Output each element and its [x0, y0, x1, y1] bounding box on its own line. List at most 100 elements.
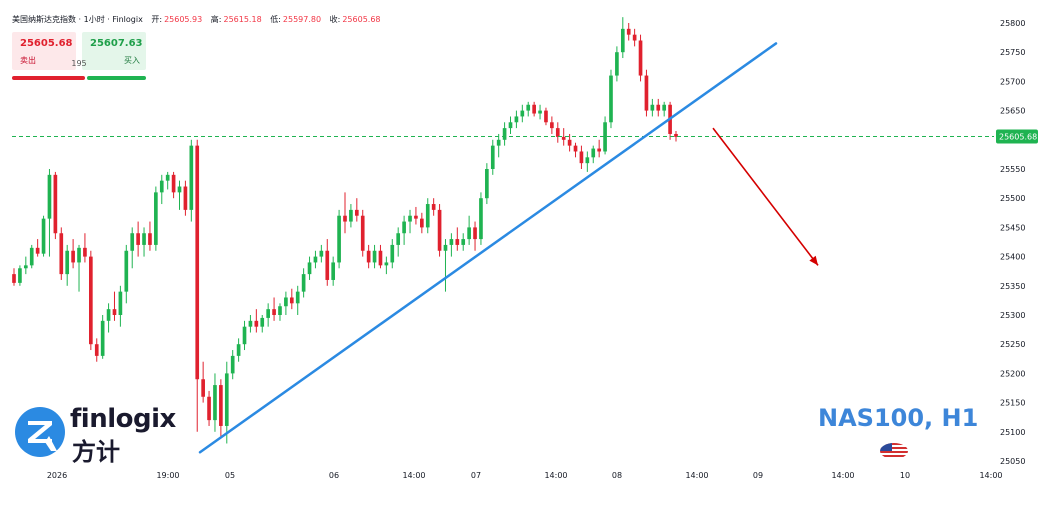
- time-tick-label: 09: [753, 471, 763, 480]
- time-tick-label: 14:00: [685, 471, 708, 480]
- candle-body: [130, 233, 135, 251]
- candle-body: [414, 215, 418, 219]
- candle-body: [360, 215, 365, 251]
- sell-label: 卖出: [20, 56, 36, 65]
- candle-body: [124, 250, 129, 292]
- time-tick-label: 08: [612, 471, 622, 480]
- candle-body: [94, 344, 99, 356]
- candle-body: [632, 34, 637, 41]
- price-tick-label: 25450: [1000, 223, 1025, 232]
- symbol-label: NAS100, H1: [818, 404, 979, 432]
- trade-widget: 25605.68 卖出 25607.63 买入 195: [12, 32, 146, 84]
- candle-body: [674, 133, 678, 137]
- candle-body: [496, 139, 501, 146]
- candle-body: [65, 250, 70, 275]
- candle-body: [154, 192, 158, 245]
- candle-body: [254, 320, 259, 327]
- candle-body: [12, 274, 16, 283]
- price-tick-label: 25100: [1000, 428, 1025, 437]
- candle-body: [443, 244, 448, 251]
- buy-price: 25607.63: [90, 38, 143, 49]
- logo-chinese: 方计: [72, 438, 120, 466]
- candle-body: [366, 250, 371, 263]
- candle-body: [53, 174, 58, 234]
- candle-body: [331, 262, 336, 280]
- price-axis: 25050 25100 25150 25200 25250 25300 25350 25400…: [1000, 19, 1025, 466]
- candle-body: [242, 326, 247, 345]
- candle-body: [83, 247, 87, 257]
- candle-body: [289, 297, 294, 304]
- candle-body: [479, 198, 483, 240]
- candle-body: [591, 148, 596, 158]
- low-value: 25597.80: [282, 15, 322, 24]
- candle-body: [490, 145, 495, 169]
- candles: [12, 17, 678, 444]
- buy-button[interactable]: 25607.63 买入: [82, 32, 146, 70]
- spread-value: 195: [71, 59, 87, 68]
- candle-body: [183, 186, 188, 210]
- candle-body: [319, 250, 324, 257]
- current-price-text: 25605.68: [999, 132, 1037, 141]
- candle-body: [248, 320, 253, 327]
- close-label: 收:: [329, 15, 341, 24]
- candle-body: [349, 209, 353, 222]
- candle-body: [29, 247, 34, 266]
- price-tick-label: 25750: [1000, 48, 1025, 57]
- buy-volume-bar: [87, 76, 146, 80]
- down-arrow[interactable]: [712, 127, 819, 266]
- candle-body: [18, 268, 22, 283]
- high-value: 25615.18: [223, 15, 262, 24]
- candle-body: [112, 309, 117, 315]
- candle-body: [638, 40, 643, 76]
- candle-body: [224, 373, 229, 426]
- time-tick-label: 05: [225, 471, 235, 480]
- candle-body: [384, 262, 389, 266]
- candle-body: [461, 239, 466, 245]
- candle-body: [177, 186, 182, 193]
- candle-body: [89, 256, 93, 345]
- candle-body: [473, 227, 477, 240]
- time-tick-label: 2026: [47, 471, 67, 480]
- candle-body: [508, 122, 513, 129]
- candle-body: [148, 233, 152, 245]
- chart-title: 美国纳斯达克指数 · 1小时 · Finlogix: [12, 15, 143, 24]
- candle-body: [189, 145, 194, 210]
- time-tick-label: 10: [900, 471, 910, 480]
- candle-body: [230, 355, 235, 374]
- time-tick-label: 14:00: [979, 471, 1002, 480]
- time-tick-label: 14:00: [544, 471, 567, 480]
- candle-body: [420, 218, 424, 228]
- candle-body: [520, 110, 525, 117]
- candle-body: [142, 233, 146, 245]
- candle-body: [550, 122, 554, 129]
- candle-body: [544, 110, 548, 123]
- open-label: 开:: [151, 15, 163, 24]
- candle-body: [431, 204, 436, 210]
- sell-volume-bar: [12, 76, 85, 80]
- candle-body: [325, 250, 330, 280]
- time-tick-label: 14:00: [402, 471, 425, 480]
- candle-body: [106, 309, 111, 321]
- price-tick-label: 25350: [1000, 282, 1025, 291]
- candle-body: [567, 139, 572, 146]
- candle-body: [71, 250, 75, 263]
- candle-body: [573, 145, 578, 152]
- sell-button[interactable]: 25605.68 卖出: [12, 32, 76, 70]
- candle-body: [278, 306, 282, 315]
- candle-body: [313, 256, 318, 263]
- logo-wordmark: finlogix: [70, 404, 176, 434]
- candle-body: [485, 169, 489, 199]
- candle-body: [207, 396, 211, 421]
- trendline[interactable]: [198, 42, 778, 454]
- candle-body: [538, 110, 542, 114]
- candle-body: [449, 239, 454, 245]
- candle-body: [555, 128, 560, 137]
- finlogix-logo: finlogix 方计: [14, 404, 184, 466]
- candle-body: [502, 128, 507, 140]
- candle-body: [59, 233, 64, 275]
- candle-body: [402, 221, 406, 234]
- candle-body: [343, 215, 347, 222]
- price-tick-label: 25250: [1000, 340, 1025, 349]
- candle-body: [514, 116, 519, 123]
